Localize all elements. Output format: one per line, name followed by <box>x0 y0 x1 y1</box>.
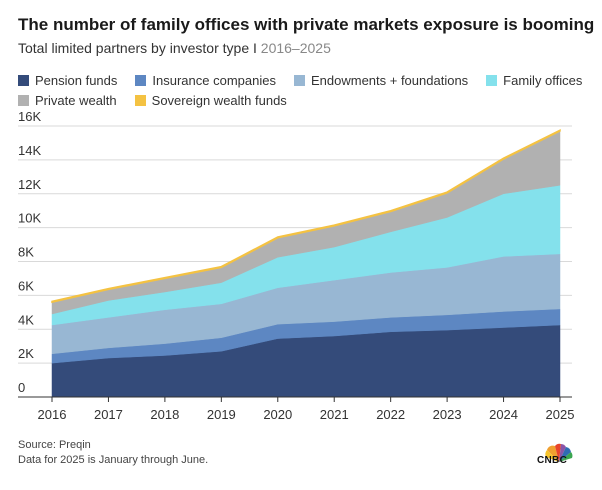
peacock-logo-icon <box>545 443 573 462</box>
legend-item-sovereign-wealth-funds: Sovereign wealth funds <box>134 92 287 108</box>
x-tick-label-2024: 2024 <box>489 407 518 422</box>
legend-label-family-offices: Family offices <box>503 72 583 88</box>
legend-label-pension-funds: Pension funds <box>35 72 118 88</box>
legend-label-sovereign-wealth-funds: Sovereign wealth funds <box>151 92 287 108</box>
legend-item-insurance-companies: Insurance companies <box>135 73 276 88</box>
x-tick-label-2025: 2025 <box>546 407 575 422</box>
x-tick-label-2021: 2021 <box>320 407 349 422</box>
area-series-group <box>51 129 561 398</box>
y-axis-tick-labels: 0 2K 4K 6K 8K 10K 12K 14K 16K <box>18 110 41 395</box>
legend-item-endowments-foundations: Endowments + foundations <box>293 72 469 88</box>
legend-swatch-private-wealth <box>18 94 29 106</box>
x-tick-label-2016: 2016 <box>38 407 67 422</box>
legend-swatch-insurance-companies <box>135 74 147 86</box>
chart-title: The number of family offices with privat… <box>18 15 595 34</box>
source-note: Source: Preqin <box>18 439 91 451</box>
y-tick-label-14K: 14K <box>18 143 41 158</box>
x-tick-label-2018: 2018 <box>150 407 179 422</box>
y-tick-label-8K: 8K <box>18 245 34 260</box>
legend-swatch-pension-funds <box>18 74 29 86</box>
y-tick-label-16K: 16K <box>18 110 41 124</box>
x-axis-tick-labels: 2016 2017 2018 2019 2020 2021 2022 2023 2024 2025 <box>38 397 575 422</box>
y-tick-label-6K: 6K <box>18 278 34 293</box>
legend-row-2: Private wealth Sovereign wealth funds <box>18 90 588 110</box>
legend-item-family-offices: Family offices <box>486 73 582 88</box>
x-tick-label-2019: 2019 <box>207 407 236 422</box>
legend-label-endowments-foundations: Endowments + foundations <box>310 72 469 88</box>
area-sovereign-wealth-funds <box>51 129 561 304</box>
subtitle-years: 2016–2025 <box>260 40 331 56</box>
y-tick-label-12K: 12K <box>18 177 41 192</box>
legend-label-private-wealth: Private wealth <box>35 92 117 108</box>
legend-swatch-endowments-foundations <box>293 74 305 86</box>
legend-swatch-sovereign-wealth-funds <box>134 94 146 106</box>
legend-label-insurance-companies: Insurance companies <box>152 72 276 88</box>
subtitle-main: Total limited partners by investor type <box>18 40 250 56</box>
legend-item-private-wealth: Private wealth <box>18 93 117 108</box>
chart-subtitle: Total limited partners by investor type … <box>18 40 331 56</box>
y-tick-label-2K: 2K <box>18 346 34 361</box>
x-tick-label-2017: 2017 <box>94 407 123 422</box>
chart-legend: Pension funds Insurance companies Endowm… <box>18 70 588 110</box>
subtitle-separator: I <box>253 40 257 56</box>
cnbc-logo-text: CNBC <box>537 455 568 466</box>
legend-swatch-family-offices <box>486 74 498 86</box>
chart-footer: Source: Preqin Data for 2025 is January … <box>18 438 208 468</box>
legend-item-pension-funds: Pension funds <box>18 73 117 88</box>
x-tick-label-2020: 2020 <box>263 407 292 422</box>
y-tick-label-10K: 10K <box>18 211 41 226</box>
y-tick-label-0: 0 <box>18 380 25 395</box>
x-tick-label-2023: 2023 <box>433 407 462 422</box>
legend-row-1: Pension funds Insurance companies Endowm… <box>18 70 588 90</box>
data-note: Data for 2025 is January through June. <box>18 454 209 466</box>
x-tick-label-2022: 2022 <box>376 407 405 422</box>
y-tick-label-4K: 4K <box>18 312 34 327</box>
